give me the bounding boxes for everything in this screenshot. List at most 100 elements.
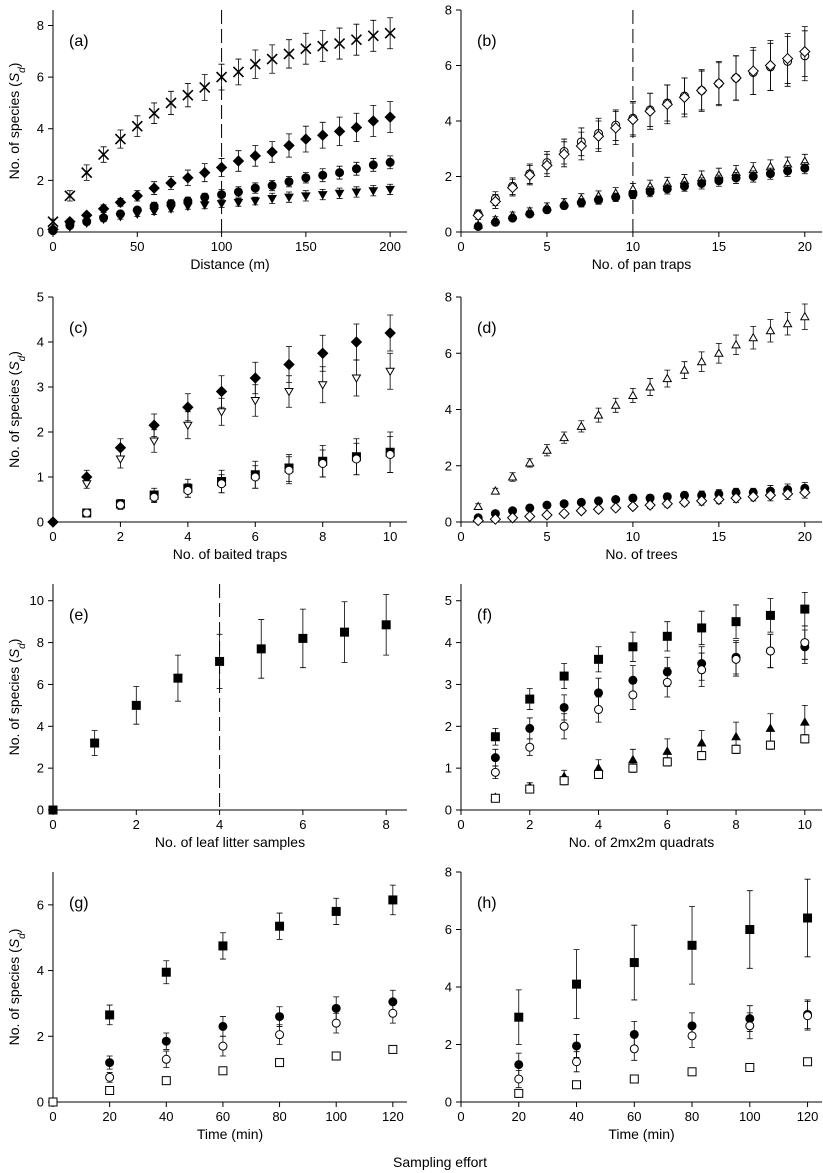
data-point (267, 181, 277, 191)
y-tick-label: 8 (445, 290, 452, 305)
x-axis-label: Time (min) (197, 1126, 263, 1142)
data-point (82, 508, 92, 518)
data-point (149, 207, 160, 217)
data-point (662, 677, 672, 687)
data-point (730, 72, 742, 84)
data-series (473, 30, 810, 219)
data-point (47, 216, 59, 228)
x-tick-label: 20 (798, 239, 812, 254)
data-point (594, 195, 604, 205)
data-series (473, 162, 810, 231)
data-point (558, 507, 570, 520)
data-series (48, 1044, 398, 1107)
panel-label: (f) (477, 607, 492, 624)
y-tick-label: 2 (445, 169, 452, 184)
data-point (105, 1010, 115, 1020)
panel-label: (b) (477, 33, 497, 50)
data-point (284, 193, 294, 203)
x-tick-label: 20 (512, 1109, 526, 1124)
data-point (662, 184, 672, 194)
y-tick-label: 10 (30, 593, 44, 608)
y-tick-label: 5 (445, 593, 452, 608)
data-point (489, 513, 502, 525)
x-tick-label: 5 (543, 239, 550, 254)
data-point (678, 91, 691, 104)
y-axis-label: No. of species (Sd) (6, 63, 28, 180)
data-point (490, 753, 500, 763)
data-series (47, 17, 396, 228)
panel-label: (c) (69, 320, 88, 337)
data-point (317, 129, 329, 141)
y-tick-label: 8 (445, 3, 452, 18)
data-point (148, 419, 160, 431)
data-point (232, 155, 245, 167)
data-point (48, 1097, 58, 1107)
x-axis-label: Distance (m) (190, 256, 269, 272)
y-axis-label: No. of species (Sd) (6, 639, 28, 756)
data-point (472, 514, 484, 527)
data-point (628, 690, 638, 700)
x-tick-label: 10 (383, 529, 397, 544)
x-axis-label: No. of baited traps (173, 546, 287, 562)
data-point (334, 37, 346, 50)
data-point (782, 318, 793, 328)
data-point (645, 381, 655, 391)
data-point (559, 201, 569, 211)
data-point (165, 97, 177, 109)
data-series (490, 704, 810, 801)
data-point (748, 332, 759, 342)
data-point (182, 172, 194, 184)
x-tick-label: 0 (457, 239, 464, 254)
data-point (731, 339, 741, 349)
data-point (161, 967, 171, 977)
data-point (115, 455, 126, 465)
panel-label: (h) (477, 895, 497, 912)
data-point (697, 178, 707, 188)
y-tick-label: 4 (445, 402, 452, 417)
data-point (218, 1021, 228, 1031)
data-point (200, 192, 210, 202)
chart-panel: 0 5 10 15 20 0 2 4 6 8 No. of pan traps (b) (445, 3, 822, 272)
data-point (267, 194, 278, 204)
data-point (514, 1012, 524, 1022)
data-series (48, 183, 396, 236)
data-point (594, 705, 604, 715)
data-point (525, 723, 535, 733)
data-point (490, 486, 501, 495)
data-point (803, 1011, 813, 1021)
x-tick-label: 6 (252, 529, 259, 544)
data-point (628, 390, 638, 399)
data-point (182, 421, 193, 431)
x-tick-label: 0 (457, 817, 464, 832)
data-point (148, 182, 160, 194)
x-tick-label: 15 (712, 239, 726, 254)
y-tick-label: 6 (37, 677, 44, 692)
data-point (490, 217, 500, 227)
data-point (687, 1031, 697, 1041)
data-point (610, 122, 622, 134)
data-point (284, 388, 294, 397)
data-point (714, 176, 724, 186)
data-point (731, 617, 741, 627)
y-tick-label: 4 (37, 335, 44, 350)
data-point (525, 694, 535, 704)
data-point (572, 1041, 582, 1051)
x-tick-label: 0 (49, 1109, 56, 1124)
data-point (490, 767, 500, 777)
y-tick-label: 3 (37, 380, 44, 395)
data-point (559, 776, 569, 786)
data-point (217, 479, 227, 489)
data-point (48, 805, 58, 815)
data-point (131, 190, 143, 202)
y-tick-label: 0 (37, 225, 44, 240)
data-point (572, 1057, 582, 1067)
chart-panel: 0 2 4 6 8 10 0 1 2 3 4 5 No. of baited traps No. of s… (6, 290, 407, 562)
y-tick-label: 4 (37, 963, 44, 978)
data-point (218, 1041, 228, 1051)
data-point (64, 223, 75, 232)
data-point (765, 723, 776, 732)
data-point (384, 27, 396, 39)
data-point (572, 1080, 582, 1090)
y-tick-label: 2 (445, 719, 452, 734)
data-series (473, 482, 810, 523)
